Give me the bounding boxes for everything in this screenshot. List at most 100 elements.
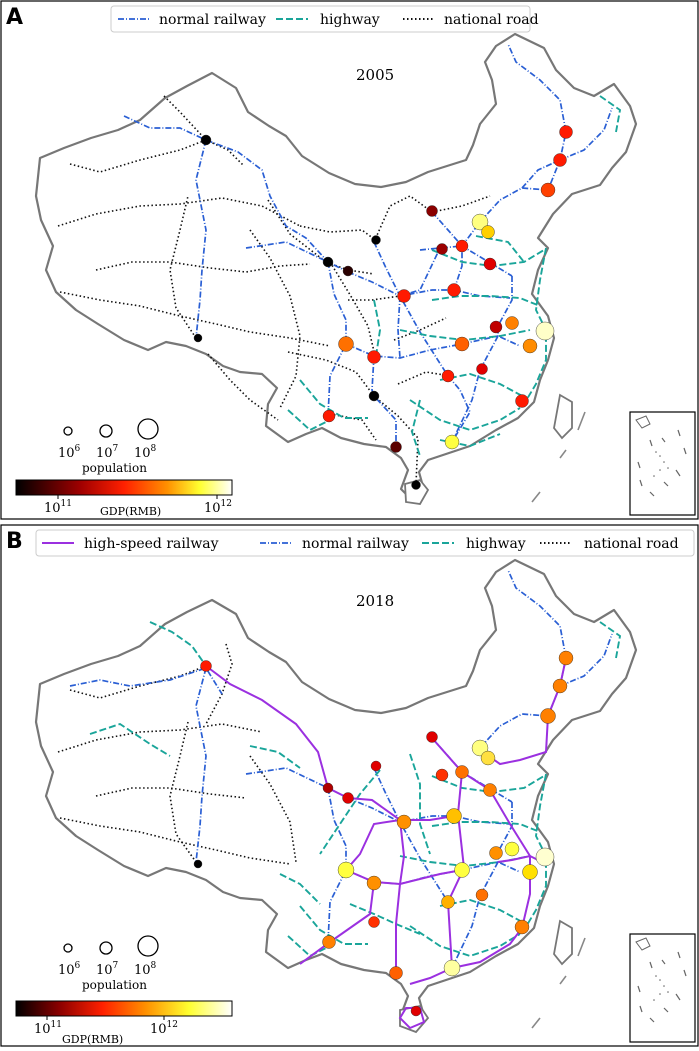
year-title: 2005 (356, 66, 394, 84)
gdp-tick-high: 1012 (204, 499, 232, 516)
city-marker (480, 750, 496, 766)
national-road-network (57, 643, 297, 865)
population-label-medium: 107 (96, 961, 119, 978)
sea-boundary-dashes (531, 411, 586, 503)
city-marker (447, 283, 461, 297)
city-marker (471, 739, 489, 757)
city-marker (322, 256, 334, 268)
city-marker (411, 480, 421, 490)
city-marker (410, 1005, 422, 1017)
city-marker (441, 895, 455, 909)
city-marker (435, 768, 449, 782)
city-marker (396, 814, 412, 830)
city-marker (489, 320, 503, 334)
panel-label: B (6, 529, 23, 554)
gdp-tick-low: 1011 (44, 499, 72, 516)
city-marker (504, 841, 520, 857)
city-marker (552, 678, 568, 694)
city-marker (337, 861, 355, 879)
city-marker (367, 350, 381, 364)
city-marker (444, 434, 460, 450)
taiwan-island (553, 919, 573, 966)
legend-highway-label: highway (320, 12, 380, 28)
city-marker (535, 847, 555, 867)
city-marker (454, 862, 470, 878)
city-marker (370, 760, 382, 772)
population-circle-medium (99, 941, 113, 955)
city-marker (342, 265, 354, 277)
city-marker (522, 864, 538, 880)
city-marker (540, 182, 556, 198)
city-marker (436, 243, 448, 255)
gdp-tick-high: 1012 (150, 1020, 178, 1037)
city-marker (559, 125, 573, 139)
city-marker (446, 808, 462, 824)
city-marker (515, 394, 529, 408)
city-marker (322, 782, 334, 794)
population-circle-small (63, 426, 73, 436)
city-marker (200, 134, 212, 146)
south-china-sea-inset (629, 411, 696, 516)
city-marker (338, 336, 354, 352)
city-marker (371, 235, 381, 245)
taiwan-island (553, 393, 573, 440)
city-marker (558, 650, 574, 666)
south-china-sea-inset (629, 933, 696, 1043)
map-legend: normal railway highway national road (110, 5, 539, 33)
gdp-colorbar: 1011 1012 GDP(RMB) (15, 1000, 233, 1046)
city-marker (397, 289, 411, 303)
panel-label: A (6, 5, 23, 30)
city-marker (389, 966, 403, 980)
gdp-colorbar-title: GDP(RMB) (62, 1033, 123, 1046)
city-marker (476, 363, 488, 375)
population-label-medium: 107 (96, 444, 119, 461)
legend-normal-railway-label: normal railway (302, 536, 409, 552)
city-marker (455, 239, 469, 253)
city-marker (200, 660, 212, 672)
city-marker (522, 338, 538, 354)
city-marker (342, 792, 354, 804)
legend-highway-label: highway (466, 536, 526, 552)
city-marker (489, 846, 503, 860)
city-marker (193, 859, 203, 869)
sea-boundary-dashes (531, 937, 586, 1029)
city-marker (481, 225, 495, 239)
population-legend: 106 107 108 population (58, 935, 159, 992)
city-marker (193, 333, 203, 343)
city-marker (322, 409, 336, 423)
city-marker (505, 316, 519, 330)
city-marker (426, 731, 438, 743)
country-border (34, 32, 638, 502)
city-markers (193, 125, 573, 490)
city-marker (514, 919, 530, 935)
population-circle-large (137, 935, 159, 957)
legend-national-road-label: national road (444, 12, 539, 28)
city-marker (366, 875, 382, 891)
gdp-colorbar-title: GDP(RMB) (100, 505, 161, 518)
population-title: population (82, 461, 147, 475)
legend-normal-railway-label: normal railway (159, 12, 266, 28)
population-title: population (82, 978, 147, 992)
population-circle-large (137, 418, 159, 440)
city-marker (441, 369, 455, 383)
city-marker (390, 441, 402, 453)
legend-national-road-label: national road (584, 536, 679, 552)
panel-b: B high-speed railway normal railway high… (0, 524, 699, 1047)
gdp-colorbar: 1011 1012 GDP(RMB) (15, 479, 233, 518)
map-legend: high-speed railway normal railway highwa… (35, 529, 695, 557)
population-legend: 106 107 108 population (58, 418, 159, 475)
city-marker (483, 783, 497, 797)
city-marker (322, 935, 336, 949)
city-markers (193, 650, 574, 1017)
city-marker (455, 765, 469, 779)
city-marker (443, 959, 461, 977)
city-marker (475, 888, 489, 902)
population-label-large: 108 (134, 961, 157, 978)
panel-a: A normal railway highway national road 2… (0, 0, 699, 520)
city-marker (368, 916, 380, 928)
population-label-small: 106 (58, 961, 81, 978)
population-circle-medium (99, 424, 113, 438)
year-title: 2018 (356, 592, 394, 610)
population-label-large: 108 (134, 444, 157, 461)
population-label-small: 106 (58, 444, 81, 461)
